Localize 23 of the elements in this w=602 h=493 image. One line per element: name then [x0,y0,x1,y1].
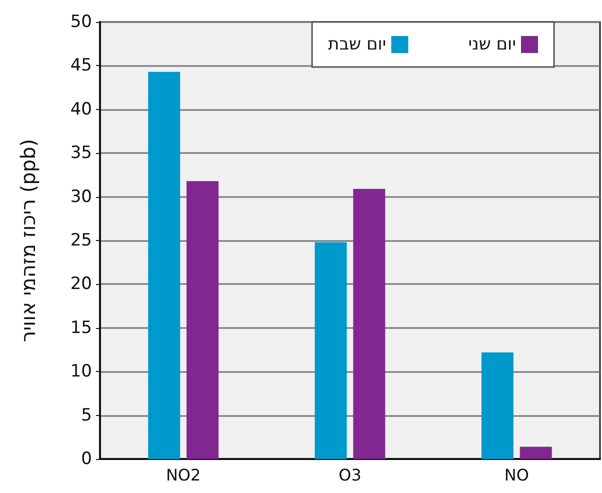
bar [186,181,219,459]
y-tick-label: 10 [70,362,92,382]
y-tick-label: 20 [70,274,92,294]
y-tick-label: 30 [70,186,92,207]
y-axis-title: ריכוז מזהמי אוויר (ppb) [16,138,40,342]
x-tick-label: NO2 [166,466,201,484]
bar [353,188,386,459]
y-tick-label: 15 [70,318,92,338]
y-tick-label: 5 [81,405,92,426]
y-tick-label: 50 [70,12,92,32]
bar [520,446,552,459]
y-tick-label: 35 [70,143,92,164]
legend-label: יום שבת [328,34,386,54]
y-tick-label: 40 [70,99,92,120]
bar [314,242,347,459]
bar [148,72,180,459]
bar [481,352,514,459]
legend-label: יום שני [468,34,516,54]
y-tick-label: 25 [70,230,92,250]
x-tick-label: NO [504,466,529,484]
y-tick-label: 0 [81,449,92,469]
y-tick-label: 45 [70,56,92,76]
x-tick-label: O3 [338,466,362,484]
